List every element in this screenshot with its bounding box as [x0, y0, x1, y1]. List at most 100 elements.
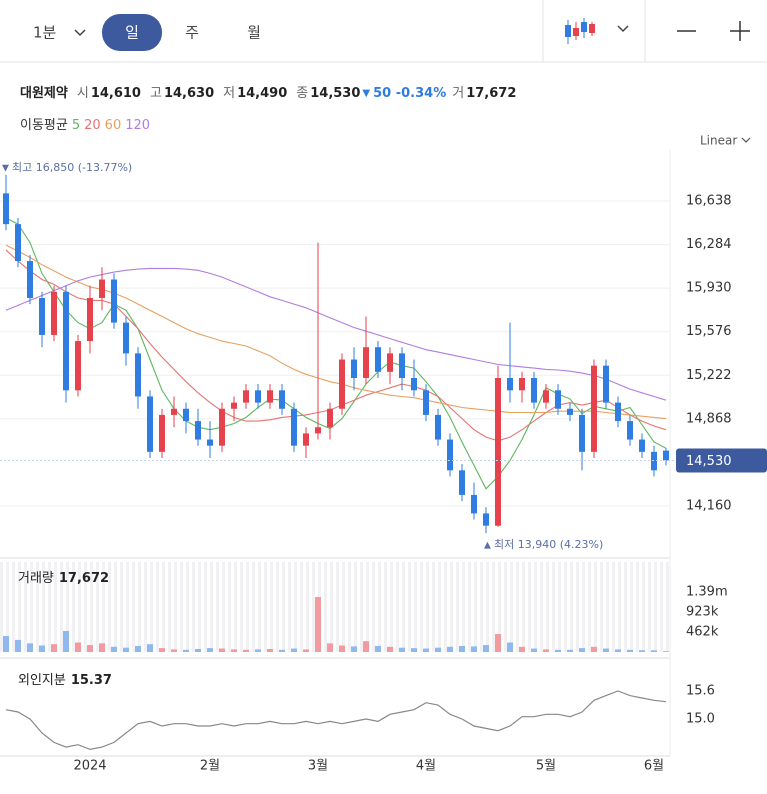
- candle-body: [135, 353, 141, 397]
- candle-body: [663, 450, 669, 461]
- chevron[interactable]: [74, 29, 86, 37]
- y-tick-label: 462k: [686, 625, 719, 640]
- candle-body: [375, 347, 381, 372]
- volume-bar: [15, 639, 21, 652]
- volume-bar: [291, 648, 297, 652]
- candle-body: [399, 353, 405, 378]
- candle-body: [363, 347, 369, 378]
- tab-day-pill[interactable]: [102, 14, 162, 51]
- volume-bar: [567, 649, 573, 652]
- candle-body: [387, 353, 393, 372]
- ma-legend: 이동평균 5 20 60 120: [20, 118, 150, 133]
- volume-bar: [63, 631, 69, 652]
- volume-bar: [39, 645, 45, 652]
- volume-bar: [147, 644, 153, 652]
- volume-bar: [471, 646, 477, 652]
- scale-mode[interactable]: Linear: [700, 134, 737, 148]
- candle-body: [603, 365, 609, 403]
- volume-background: [0, 562, 670, 652]
- legend-entry: 20: [84, 118, 101, 133]
- y-tick-label: 15,222: [686, 368, 732, 383]
- foreign-title: 외인지분 15.37: [18, 673, 112, 688]
- quote-label: 시: [77, 86, 89, 101]
- candle-body: [123, 322, 129, 354]
- volume-bar: [639, 650, 645, 652]
- candle-body: [615, 402, 621, 422]
- candle-body: [87, 297, 93, 342]
- volume-bar: [663, 651, 669, 652]
- quote-label: 종: [296, 86, 308, 101]
- candle-body: [291, 408, 297, 446]
- candle-body: [591, 365, 597, 452]
- candle-body: [243, 390, 249, 403]
- candle-body: [99, 279, 105, 298]
- y-tick-label: 16,284: [686, 237, 732, 252]
- candle-body: [543, 390, 549, 403]
- quote-value: 14,610: [91, 86, 141, 101]
- tab-day[interactable]: 일: [125, 24, 139, 42]
- candle-body: [207, 439, 213, 446]
- candle-body: [459, 470, 465, 495]
- candle-body: [531, 377, 537, 403]
- last-price-box: [676, 448, 767, 473]
- volume-bar: [303, 649, 309, 652]
- candle-body: [15, 224, 21, 262]
- volume-bar: [111, 646, 117, 652]
- volume-bar: [507, 642, 513, 652]
- candle-body: [51, 291, 57, 335]
- volume-bar: [195, 648, 201, 652]
- candle-body: [627, 421, 633, 440]
- volume-bar: [279, 649, 285, 652]
- candle-body: [495, 377, 501, 526]
- chevron[interactable]: [741, 137, 751, 143]
- x-tick-label: 2024: [73, 759, 106, 774]
- volume-bar: [627, 649, 633, 652]
- volume-bar: [543, 649, 549, 652]
- quote-label: 고: [150, 86, 162, 101]
- volume-bar: [447, 646, 453, 652]
- volume-bar: [183, 649, 189, 652]
- volume-bar: [603, 648, 609, 652]
- foreign-ownership-line: [5, 690, 667, 751]
- volume-bar: [375, 645, 381, 652]
- tab-1min[interactable]: 1분: [33, 24, 57, 42]
- volume-bar: [615, 649, 621, 652]
- candle-icon[interactable]: [565, 18, 595, 44]
- volume-bar: [207, 648, 213, 652]
- candle-body: [651, 451, 657, 471]
- zoom-in[interactable]: [730, 21, 750, 41]
- volume-bar: [159, 648, 165, 652]
- candle-body: [27, 261, 33, 298]
- y-tick-label: 1.39m: [686, 584, 728, 599]
- candle-body: [471, 494, 477, 514]
- candle-body: [447, 439, 453, 471]
- candle-body: [555, 390, 561, 409]
- chevron[interactable]: [617, 25, 629, 33]
- volume-bar: [267, 648, 273, 652]
- y-tick-label: 14,160: [686, 499, 732, 514]
- volume-bar: [231, 649, 237, 652]
- quote-value: 14,490: [237, 86, 287, 101]
- candle-body: [219, 408, 225, 446]
- candle-body: [159, 414, 165, 452]
- y-tick-label: 15,930: [686, 281, 732, 296]
- x-tick-label: 4월: [416, 759, 436, 774]
- legend-entry: 5: [72, 118, 80, 133]
- volume-title: 거래량 17,672: [18, 571, 109, 586]
- tab-week[interactable]: 주: [185, 24, 199, 42]
- volume-bar: [339, 645, 345, 652]
- legend-title: 이동평균: [20, 118, 68, 133]
- y-tick-label: 16,638: [686, 193, 732, 208]
- volume-bar: [531, 648, 537, 652]
- volume-bar: [459, 645, 465, 652]
- legend-entry: 120: [125, 118, 150, 133]
- candle-body: [255, 390, 261, 403]
- volume-bar: [51, 644, 57, 652]
- x-tick-label: 3월: [308, 759, 328, 774]
- low-note: 최저 13,940 (4.23%): [494, 538, 603, 551]
- volume-bar: [363, 641, 369, 652]
- volume-bar: [135, 645, 141, 652]
- tab-month[interactable]: 월: [247, 24, 261, 42]
